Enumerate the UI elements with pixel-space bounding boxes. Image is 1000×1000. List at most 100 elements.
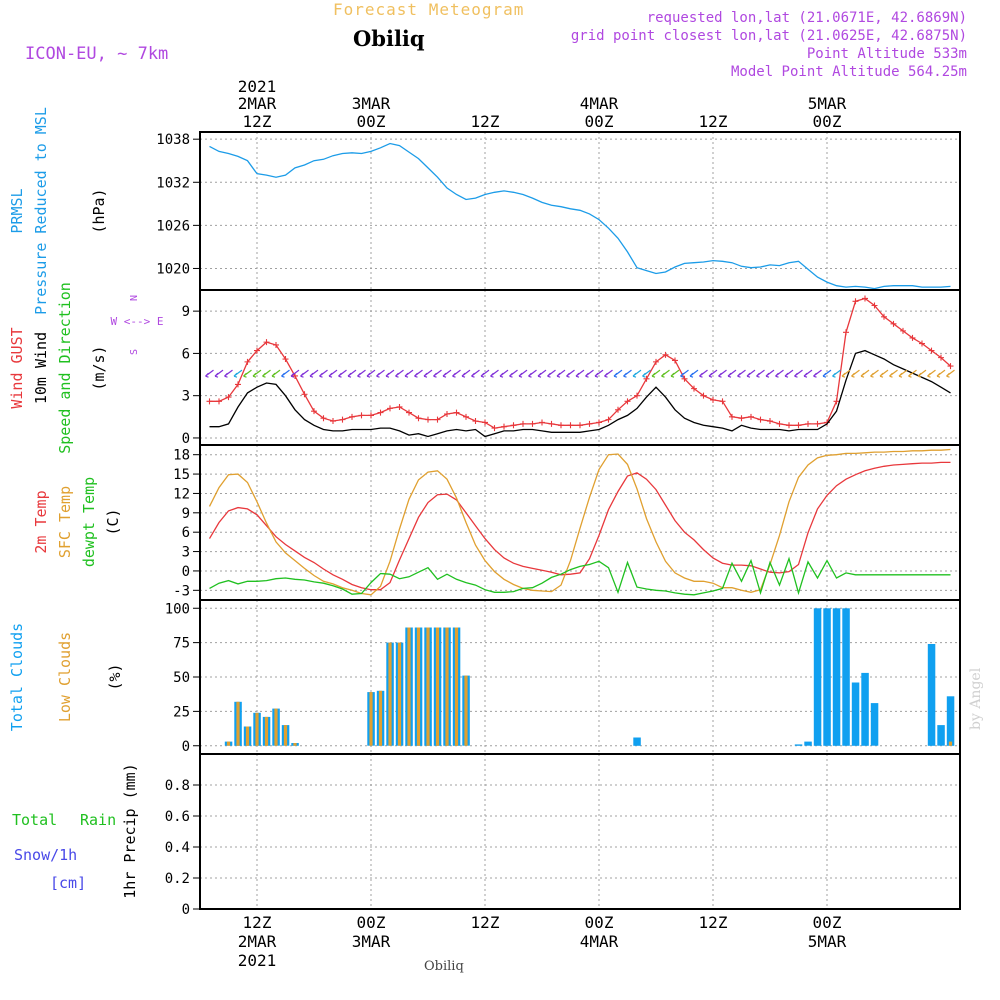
wind-gust-marker	[358, 412, 365, 419]
wind-direction-arrow	[604, 369, 613, 378]
wind-gust-marker	[501, 423, 507, 430]
wind-gust-marker	[662, 351, 669, 358]
wind-direction-arrow	[233, 369, 243, 378]
wind-direction-arrow	[898, 369, 908, 378]
wind-direction-arrow	[385, 369, 395, 378]
temp-label-dewpt: dewpt Temp	[80, 477, 98, 567]
wind-gust-marker	[225, 394, 232, 401]
wind-gust-marker	[482, 419, 488, 426]
top-axis-hour: 12Z	[471, 112, 500, 131]
clouds-low_cloud-bar	[445, 627, 449, 746]
wind-gust-marker	[691, 385, 697, 392]
wind-ytick-label: 0	[182, 431, 190, 447]
wind-direction-arrow	[290, 369, 300, 378]
wind-gust-marker	[852, 298, 859, 305]
wind-direction-arrow	[746, 369, 756, 378]
wind-direction-arrow	[632, 369, 642, 378]
wind-gust-marker	[216, 398, 222, 405]
wind-direction-arrow	[395, 369, 404, 378]
clouds-low_cloud-bar	[948, 741, 953, 746]
wind-gust-marker	[862, 295, 868, 302]
wind-direction-arrow	[651, 369, 661, 378]
precip-ytick-label: 0.6	[165, 809, 190, 825]
clouds-ytick-label: 25	[173, 704, 190, 720]
precip-ytick-label: 0.4	[165, 840, 190, 856]
clouds-low_cloud-bar	[245, 726, 250, 746]
temperature-sfc-line	[208, 448, 951, 596]
wind-direction-arrow	[528, 369, 537, 378]
pressure-panel-frame	[199, 131, 961, 291]
bottom-axis-hour: 12Z	[471, 913, 500, 932]
wind-direction-arrow	[803, 369, 813, 378]
wind-direction-arrow	[661, 369, 670, 378]
wind-gust-marker	[320, 415, 327, 422]
wind-label-unit: (m/s)	[90, 345, 108, 390]
wind-gust-marker	[843, 329, 849, 336]
wind-gust-marker	[453, 409, 460, 416]
clouds-low_cloud-bar	[378, 690, 383, 746]
wind-direction-arrow	[689, 369, 699, 378]
wind-gust-marker	[548, 420, 555, 427]
wind-label-10m: 10m Wind	[32, 332, 50, 404]
wind-gust-marker	[871, 302, 878, 309]
clouds-low_cloud-bar	[236, 701, 240, 746]
wind-gust-marker	[520, 420, 526, 427]
precip-legend-snow: Snow/1h	[14, 846, 77, 864]
wind-direction-arrow	[537, 369, 547, 378]
top-axis-date: 2MAR	[238, 94, 277, 113]
temperature-ytick-label: 12	[173, 486, 190, 502]
wind-gust-marker	[235, 381, 241, 388]
wind-direction-arrow	[566, 369, 575, 378]
clouds-total_cloud-bar	[633, 737, 641, 746]
clouds-ytick-label: 100	[165, 601, 190, 617]
clouds-total_cloud-bar	[937, 725, 945, 746]
cloud-label-unit: (%)	[106, 663, 124, 690]
wind-direction-arrow	[889, 369, 898, 378]
wind-direction-arrow	[670, 369, 680, 378]
bottom-axis-hour: 12Z	[243, 913, 272, 932]
wind-direction-arrow	[927, 369, 936, 378]
wind-direction-arrow	[594, 369, 604, 378]
wind-gust-marker	[634, 392, 640, 399]
wind-gust-marker	[681, 375, 688, 382]
wind-gust-marker	[282, 356, 289, 363]
bottom-axis-hour: 00Z	[813, 913, 842, 932]
wind-gust-marker	[292, 372, 298, 379]
wind-gust-marker	[757, 416, 764, 423]
wind-gust-marker	[539, 419, 545, 426]
wind-wind-line	[209, 349, 951, 438]
wind-direction-arrow	[680, 369, 689, 378]
wind-gust-marker	[795, 422, 802, 429]
wind-direction-arrow	[357, 369, 366, 378]
clouds-low_cloud-bar	[274, 708, 278, 746]
clouds-low_cloud-bar	[293, 743, 297, 746]
top-axis-date: 5MAR	[808, 94, 847, 113]
wind-direction-arrow	[404, 369, 414, 378]
wind-gust-marker	[738, 415, 745, 422]
temperature-panel-frame	[199, 444, 961, 601]
wind-gust-marker	[653, 358, 659, 365]
wind-gust-marker	[776, 420, 783, 427]
wind-gust-marker	[330, 418, 336, 425]
wind-gust-marker	[368, 412, 374, 419]
wind-ytick-label: 3	[182, 389, 190, 405]
wind-gust-marker	[463, 413, 469, 420]
wind-gust-marker	[596, 419, 602, 426]
temperature-ytick-label: 15	[173, 467, 190, 483]
direction-legend-west-east: W <--> E	[111, 315, 164, 328]
cloud-label-low: Low Clouds	[56, 632, 74, 722]
wind-direction-arrow	[205, 369, 214, 378]
bottom-axis-date: 4MAR	[580, 932, 619, 951]
gridpoint-coordinates: grid point closest lon,lat (21.0625E, 42…	[570, 28, 967, 44]
top-axis-hour: 12Z	[699, 112, 728, 131]
wind-gust-marker	[472, 418, 479, 425]
wind-gust-marker	[605, 416, 612, 423]
temperature-ytick-label: 18	[173, 448, 190, 464]
model-point-altitude: Model Point Altitude 564.25m	[730, 64, 967, 80]
wind-direction-arrow	[376, 369, 385, 378]
clouds-total_cloud-bar	[927, 644, 936, 746]
wind-gust-marker	[767, 418, 773, 425]
wind-direction-arrow	[879, 369, 889, 378]
clouds-total_cloud-bar	[842, 608, 850, 746]
wind-direction-arrow	[623, 369, 632, 378]
